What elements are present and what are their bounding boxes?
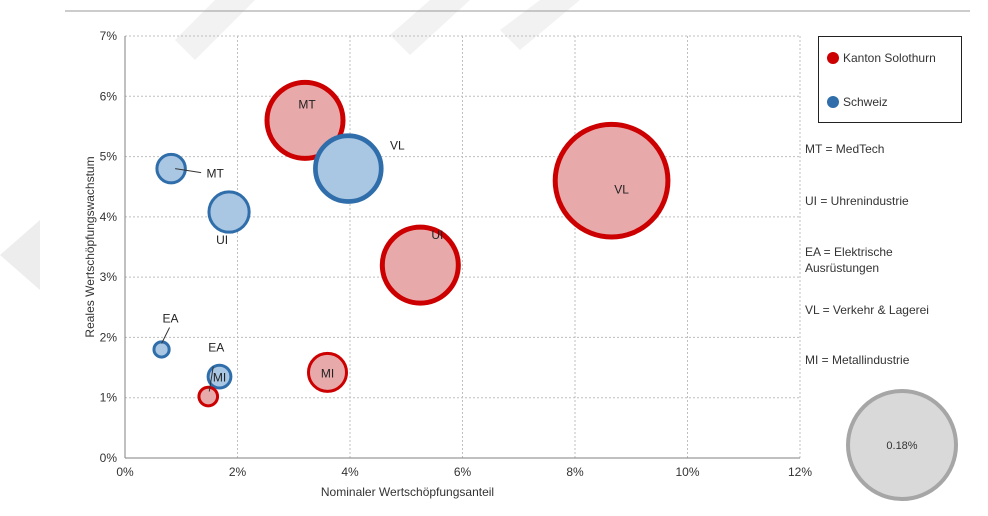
data-label-solothurn-mt: MT xyxy=(298,97,316,111)
reference-bubble-label: 0.18% xyxy=(886,440,917,452)
data-label-solothurn-vl: VL xyxy=(614,183,629,197)
x-tick-label: 4% xyxy=(341,465,359,479)
watermark-arrow-shape xyxy=(175,0,255,60)
data-label-solothurn-ui: UI xyxy=(431,228,443,242)
x-tick-label: 10% xyxy=(675,465,699,479)
bubble-solothurn-vl xyxy=(552,121,671,240)
data-label-schweiz-mi: MI xyxy=(213,371,226,385)
y-axis-title: Reales Wertschöpfungswachstum xyxy=(83,156,97,337)
legend-swatch-solothurn xyxy=(827,52,839,64)
bubble-schweiz-vl xyxy=(313,133,384,204)
bubble-solothurn-mi xyxy=(307,351,348,393)
legend: Kanton Solothurn Schweiz xyxy=(818,36,962,123)
watermark-arrow-shape xyxy=(390,0,470,55)
leader-line xyxy=(175,168,202,174)
y-tick-label: 1% xyxy=(100,391,118,405)
data-label-schweiz-vl: VL xyxy=(390,139,405,153)
x-tick-label: 0% xyxy=(116,465,134,479)
data-label-solothurn-ea: EA xyxy=(208,341,224,355)
y-tick-label: 3% xyxy=(100,270,118,284)
bubble-schweiz-ui xyxy=(207,190,251,234)
x-tick-label: 8% xyxy=(566,465,584,479)
y-tick-label: 0% xyxy=(100,451,118,465)
leader-line xyxy=(208,366,214,392)
x-axis-title: Nominaler Wertschöpfungsanteil xyxy=(321,485,494,499)
abbreviation-ea: EA = Elektrische Ausrüstungen xyxy=(805,245,893,275)
bubble-solothurn-mt xyxy=(264,79,346,161)
bubble-solothurn-ui xyxy=(379,224,461,306)
y-tick-label: 6% xyxy=(100,89,118,103)
abbreviation-ui: UI = Uhrenindustrie xyxy=(805,194,909,208)
reference-bubble xyxy=(846,389,958,501)
legend-item-schweiz: Schweiz xyxy=(827,95,888,109)
legend-item-solothurn: Kanton Solothurn xyxy=(827,51,936,65)
y-tick-label: 7% xyxy=(100,29,118,43)
data-label-schweiz-ui: UI xyxy=(216,233,228,247)
y-tick-label: 5% xyxy=(100,150,118,164)
abbreviation-mi: MI = Metallindustrie xyxy=(805,353,910,367)
y-tick-label: 2% xyxy=(100,330,118,344)
data-label-solothurn-mi: MI xyxy=(321,366,334,380)
abbreviation-mt: MT = MedTech xyxy=(805,142,885,156)
x-tick-label: 6% xyxy=(454,465,472,479)
legend-label-schweiz: Schweiz xyxy=(843,95,888,109)
bubble-solothurn-ea xyxy=(197,385,220,408)
watermark-arrow-shape xyxy=(0,220,40,290)
legend-label-solothurn: Kanton Solothurn xyxy=(843,51,936,65)
x-tick-label: 12% xyxy=(788,465,812,479)
abbreviation-vl: VL = Verkehr & Lagerei xyxy=(805,303,929,317)
watermark-arrow-shape xyxy=(500,0,580,50)
bubble-schweiz-mt xyxy=(155,152,187,185)
data-label-schweiz-ea: EA xyxy=(163,311,179,325)
leader-line xyxy=(161,327,171,344)
x-tick-label: 2% xyxy=(229,465,247,479)
bubble-schweiz-ea xyxy=(152,340,171,359)
data-label-schweiz-mt: MT xyxy=(206,167,224,181)
bubble-schweiz-mi xyxy=(206,363,233,390)
y-tick-label: 4% xyxy=(100,210,118,224)
legend-swatch-schweiz xyxy=(827,96,839,108)
